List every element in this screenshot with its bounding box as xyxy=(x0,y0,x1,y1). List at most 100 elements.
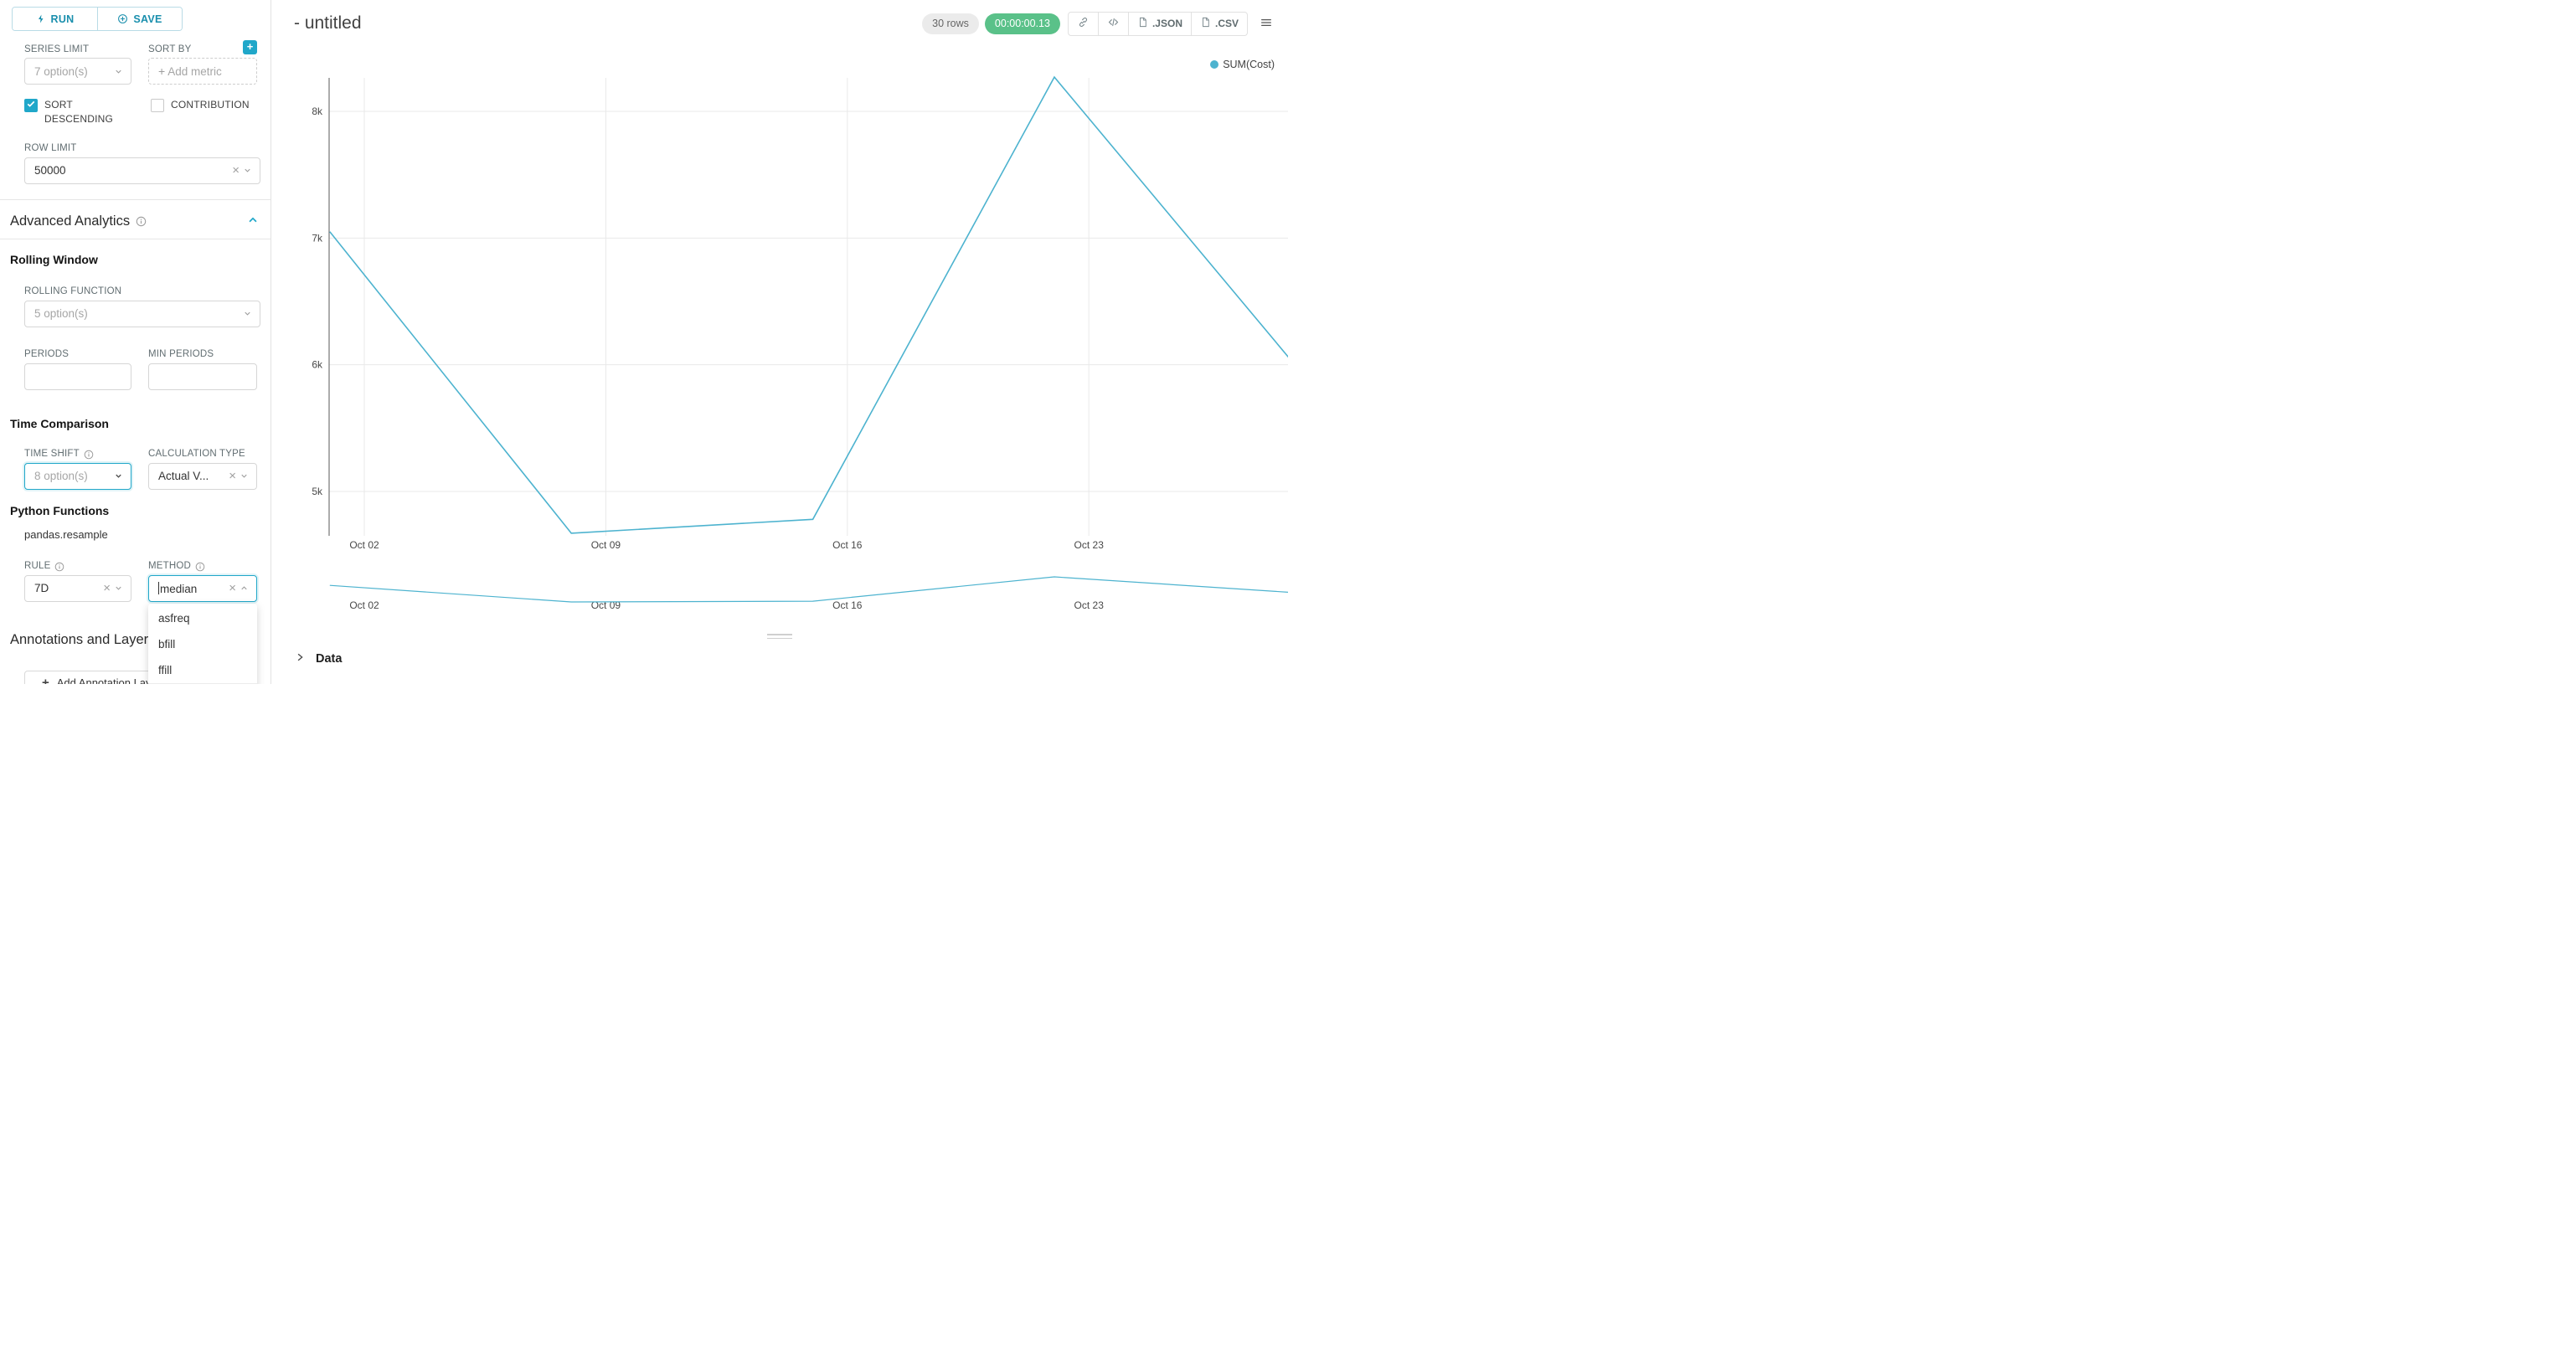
time-shift-label: TIME SHIFT xyxy=(24,449,80,460)
info-icon xyxy=(136,216,147,227)
file-icon xyxy=(1200,17,1211,30)
calculation-type-select[interactable]: Actual V... × xyxy=(148,462,257,490)
clear-icon[interactable]: × xyxy=(229,469,236,484)
add-annotation-label: Add Annotation Layer xyxy=(56,676,162,684)
method-value: median xyxy=(158,581,198,595)
more-options-button[interactable] xyxy=(1256,16,1276,32)
clear-icon[interactable]: × xyxy=(103,581,111,596)
legend-label: SUM(Cost) xyxy=(1223,59,1275,70)
query-timer-badge: 00:00:00.13 xyxy=(984,13,1060,34)
advanced-analytics-title: Advanced Analytics xyxy=(10,213,131,229)
calculation-type-label: CALCULATION TYPE xyxy=(148,449,245,460)
code-icon xyxy=(1107,16,1120,31)
method-option-ffill[interactable]: ffill xyxy=(158,663,173,676)
rolling-function-control: ROLLING FUNCTION 5 option(s) xyxy=(24,283,260,327)
copy-link-button[interactable] xyxy=(1067,11,1099,36)
min-periods-control: MIN PERIODS xyxy=(148,346,257,390)
series-limit-select[interactable]: 7 option(s) xyxy=(24,58,131,85)
file-icon xyxy=(1137,17,1148,30)
chart-title[interactable]: - untitled xyxy=(294,13,362,33)
run-button-label: RUN xyxy=(50,13,75,25)
row-limit-control: ROW LIMIT 50000 × xyxy=(24,140,260,184)
run-save-button-group: RUN SAVE xyxy=(12,7,183,31)
x-tick-label: Oct 02 xyxy=(349,539,379,551)
sort-by-control: SORT BY + + Add metric xyxy=(148,40,257,85)
min-periods-label: MIN PERIODS xyxy=(148,349,214,360)
series-limit-control: SERIES LIMIT 7 option(s) xyxy=(24,40,131,85)
chart-header: - untitled 30 rows 00:00:00.13 xyxy=(271,0,1288,47)
rule-select[interactable]: 7D × xyxy=(24,574,131,602)
sort-by-placeholder: + Add metric xyxy=(158,64,222,78)
sort-descending-checkbox-row[interactable]: SORT DESCENDING xyxy=(24,98,148,127)
view-query-button[interactable] xyxy=(1097,11,1129,36)
periods-control: PERIODS xyxy=(24,346,131,390)
rolling-function-select[interactable]: 5 option(s) xyxy=(24,300,260,327)
time-shift-select[interactable]: 8 option(s) xyxy=(24,462,131,490)
row-limit-value: 50000 xyxy=(34,164,66,177)
method-control: METHOD median × asfreq bfill ffill xyxy=(148,558,257,684)
y-tick-label: 7k xyxy=(312,232,323,244)
add-metric-plus-button[interactable]: + xyxy=(243,40,257,54)
periods-label: PERIODS xyxy=(24,349,70,360)
row-limit-select[interactable]: 50000 × xyxy=(24,157,260,184)
time-comparison-title: Time Comparison xyxy=(10,416,109,430)
export-csv-label: .CSV xyxy=(1214,18,1239,29)
explore-view: RUN SAVE SERIES LIMIT 7 option(s) xyxy=(0,0,1288,684)
data-panel-title: Data xyxy=(316,652,343,666)
clear-icon[interactable]: × xyxy=(229,581,236,596)
sort-by-select[interactable]: + Add metric xyxy=(148,58,257,85)
mini-x-tick-label: Oct 16 xyxy=(832,599,863,611)
panel-resize-handle[interactable] xyxy=(271,631,1288,641)
x-tick-label: Oct 16 xyxy=(832,539,863,551)
y-tick-label: 8k xyxy=(312,105,323,117)
info-icon xyxy=(195,562,205,572)
periods-input[interactable] xyxy=(24,363,131,390)
rule-label: RULE xyxy=(24,561,51,572)
y-tick-label: 5k xyxy=(312,486,323,497)
chevron-down-icon xyxy=(243,309,252,318)
save-button[interactable]: SAVE xyxy=(97,8,182,30)
chart-legend[interactable]: SUM(Cost) xyxy=(1210,59,1275,70)
x-tick-label: Oct 23 xyxy=(1074,539,1105,551)
advanced-analytics-header[interactable]: Advanced Analytics xyxy=(10,213,260,230)
plus-icon: + xyxy=(42,676,49,684)
run-button[interactable]: RUN xyxy=(13,8,97,30)
chevron-down-icon xyxy=(114,584,123,593)
collapse-section-button[interactable] xyxy=(245,213,260,230)
chevron-down-icon xyxy=(240,471,249,481)
data-panel-toggle[interactable]: Data xyxy=(271,641,1288,666)
annotations-header[interactable]: Annotations and Layers xyxy=(10,632,260,648)
bolt-icon xyxy=(36,13,46,24)
sort-descending-checkbox[interactable] xyxy=(24,99,38,112)
rule-control: RULE 7D × xyxy=(24,558,131,602)
pandas-resample-label: pandas.resample xyxy=(24,527,108,541)
time-shift-control: TIME SHIFT 8 option(s) xyxy=(24,445,131,490)
line-chart: 5k 6k 7k 8k Oct 02 Oct 02 Oct 09 Oct 09 Oct 16 Oc… xyxy=(312,75,1288,611)
mini-x-tick-label: Oct 02 xyxy=(349,599,379,611)
method-option-asfreq[interactable]: asfreq xyxy=(158,611,190,625)
method-combobox[interactable]: median × xyxy=(148,574,257,602)
export-button-group: .JSON .CSV xyxy=(1067,11,1248,36)
contribution-checkbox[interactable] xyxy=(151,99,164,112)
min-periods-input[interactable] xyxy=(148,363,257,390)
rolling-function-value: 5 option(s) xyxy=(34,307,88,321)
save-button-label: SAVE xyxy=(133,13,162,25)
export-csv-button[interactable]: .CSV xyxy=(1190,11,1248,36)
row-count-badge: 30 rows xyxy=(922,13,979,34)
info-icon xyxy=(84,450,94,460)
calculation-type-value: Actual V... xyxy=(158,470,209,483)
rolling-function-label: ROLLING FUNCTION xyxy=(24,286,122,297)
contribution-checkbox-row[interactable]: CONTRIBUTION xyxy=(151,98,260,127)
method-option-bfill[interactable]: bfill xyxy=(158,637,176,651)
plus-icon: + xyxy=(158,64,166,78)
chevron-down-icon xyxy=(114,67,123,76)
chevron-down-icon xyxy=(114,471,123,481)
export-json-button[interactable]: .JSON xyxy=(1127,11,1192,36)
contribution-label: CONTRIBUTION xyxy=(171,99,250,111)
mini-series-line xyxy=(329,576,1288,603)
clear-icon[interactable]: × xyxy=(232,163,240,178)
hamburger-icon xyxy=(1260,18,1273,32)
chart-container: - untitled 30 rows 00:00:00.13 xyxy=(271,0,1288,684)
rolling-window-title: Rolling Window xyxy=(10,252,98,266)
method-option-median[interactable]: median xyxy=(148,682,257,684)
